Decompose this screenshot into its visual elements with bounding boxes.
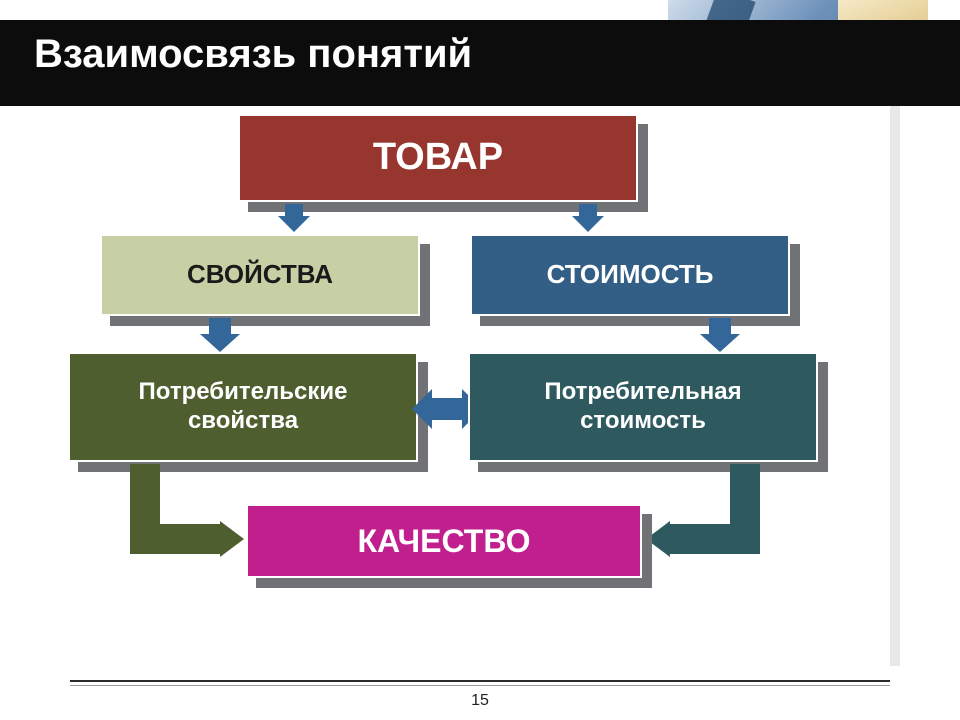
box-stoimost-label: СТОИМОСТЬ — [547, 259, 714, 290]
box-svoistva: СВОЙСТВА — [100, 234, 420, 316]
diagram: ТОВАР СВОЙСТВА СТОИМОСТЬ Потребительские… — [0, 108, 960, 678]
box-potreb-st: Потребительнаястоимость — [468, 352, 818, 462]
arrow-down-icon — [278, 204, 310, 234]
box-kachestvo: КАЧЕСТВО — [246, 504, 642, 578]
arrow-elbow-icon — [640, 464, 760, 554]
box-tovar: ТОВАР — [238, 114, 638, 202]
box-kachestvo-label: КАЧЕСТВО — [357, 522, 530, 560]
arrow-down-icon — [572, 204, 604, 234]
box-svoistva-label: СВОЙСТВА — [187, 259, 333, 290]
box-potreb-sv-label: Потребительскиесвойства — [139, 378, 348, 436]
box-potreb-st-label: Потребительнаястоимость — [544, 378, 741, 436]
arrow-elbow-icon — [130, 464, 250, 554]
footer-rule — [70, 680, 890, 682]
box-potreb-sv: Потребительскиесвойства — [68, 352, 418, 462]
footer-rule-thin — [70, 685, 890, 686]
box-tovar-label: ТОВАР — [373, 135, 503, 181]
arrow-down-icon — [200, 318, 240, 354]
arrow-down-icon — [700, 318, 740, 354]
box-stoimost: СТОИМОСТЬ — [470, 234, 790, 316]
page-number: 15 — [0, 692, 960, 710]
page-title: Взаимосвязь понятий — [34, 32, 472, 77]
